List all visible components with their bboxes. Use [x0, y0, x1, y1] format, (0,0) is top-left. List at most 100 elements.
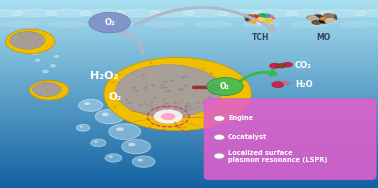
Circle shape: [84, 102, 90, 105]
Circle shape: [181, 77, 185, 78]
Text: H₂O₂: H₂O₂: [90, 71, 118, 81]
Ellipse shape: [46, 9, 91, 17]
Circle shape: [104, 57, 251, 131]
Circle shape: [37, 87, 38, 88]
Ellipse shape: [252, 9, 297, 17]
Circle shape: [37, 36, 38, 37]
Bar: [0, 179, 378, 182]
Circle shape: [53, 92, 54, 93]
Circle shape: [53, 91, 54, 92]
Bar: [0, 100, 378, 103]
Bar: [0, 172, 378, 175]
Circle shape: [185, 105, 189, 107]
Circle shape: [31, 51, 37, 54]
Circle shape: [174, 109, 178, 111]
Text: CO₂: CO₂: [295, 61, 312, 70]
Circle shape: [8, 45, 10, 46]
Ellipse shape: [49, 22, 87, 27]
Circle shape: [184, 105, 187, 107]
Circle shape: [113, 106, 116, 108]
Circle shape: [180, 89, 184, 91]
Circle shape: [23, 49, 24, 50]
Circle shape: [151, 84, 155, 86]
Circle shape: [79, 99, 103, 111]
Circle shape: [180, 94, 184, 96]
Bar: [0, 3, 378, 6]
Bar: [0, 154, 378, 157]
Circle shape: [63, 87, 64, 88]
Circle shape: [42, 87, 43, 88]
Circle shape: [26, 45, 28, 46]
Circle shape: [20, 42, 21, 43]
Bar: [0, 56, 378, 60]
Circle shape: [33, 39, 34, 40]
Circle shape: [193, 70, 197, 72]
Circle shape: [132, 87, 135, 89]
Circle shape: [177, 127, 180, 129]
Circle shape: [214, 135, 224, 140]
Circle shape: [166, 111, 170, 112]
Bar: [0, 6, 378, 9]
Circle shape: [109, 124, 141, 139]
Text: MO: MO: [316, 33, 330, 42]
Circle shape: [31, 31, 33, 32]
Circle shape: [170, 67, 174, 68]
Circle shape: [227, 83, 230, 85]
Circle shape: [51, 95, 52, 96]
Ellipse shape: [149, 9, 195, 17]
Circle shape: [180, 109, 184, 111]
Circle shape: [263, 14, 274, 19]
Circle shape: [183, 126, 186, 128]
Bar: [0, 166, 378, 169]
Circle shape: [53, 88, 54, 89]
Text: O₂: O₂: [220, 82, 230, 91]
Circle shape: [35, 44, 37, 45]
Circle shape: [137, 158, 143, 161]
Circle shape: [6, 29, 55, 54]
Circle shape: [21, 48, 22, 49]
Circle shape: [35, 41, 36, 42]
Circle shape: [192, 94, 196, 96]
Circle shape: [42, 70, 48, 73]
Circle shape: [36, 59, 40, 61]
Circle shape: [61, 85, 62, 86]
Circle shape: [157, 115, 161, 117]
Bar: [0, 113, 378, 116]
Bar: [0, 60, 378, 63]
Circle shape: [213, 77, 217, 79]
Circle shape: [129, 109, 133, 111]
Circle shape: [41, 32, 42, 33]
Circle shape: [167, 90, 171, 92]
Bar: [0, 107, 378, 110]
Bar: [0, 175, 378, 179]
Bar: [0, 160, 378, 163]
Circle shape: [8, 44, 9, 45]
Circle shape: [42, 33, 43, 34]
Circle shape: [250, 19, 260, 25]
Bar: [0, 91, 378, 94]
Circle shape: [161, 83, 164, 84]
Ellipse shape: [97, 22, 135, 27]
Bar: [0, 85, 378, 88]
Circle shape: [210, 84, 214, 86]
Circle shape: [132, 73, 136, 75]
Circle shape: [34, 89, 36, 90]
Circle shape: [152, 87, 156, 89]
Text: TCH: TCH: [252, 33, 270, 42]
Circle shape: [29, 80, 69, 100]
Circle shape: [32, 30, 33, 31]
Circle shape: [26, 33, 27, 34]
Circle shape: [145, 84, 149, 86]
Circle shape: [38, 42, 39, 43]
Bar: [0, 169, 378, 172]
Ellipse shape: [146, 22, 184, 27]
Bar: [0, 72, 378, 75]
Circle shape: [45, 85, 46, 86]
Circle shape: [37, 39, 39, 40]
Circle shape: [122, 139, 150, 154]
Ellipse shape: [194, 22, 232, 27]
Circle shape: [55, 86, 56, 87]
Circle shape: [139, 104, 143, 106]
Circle shape: [244, 14, 254, 19]
Circle shape: [128, 143, 135, 146]
